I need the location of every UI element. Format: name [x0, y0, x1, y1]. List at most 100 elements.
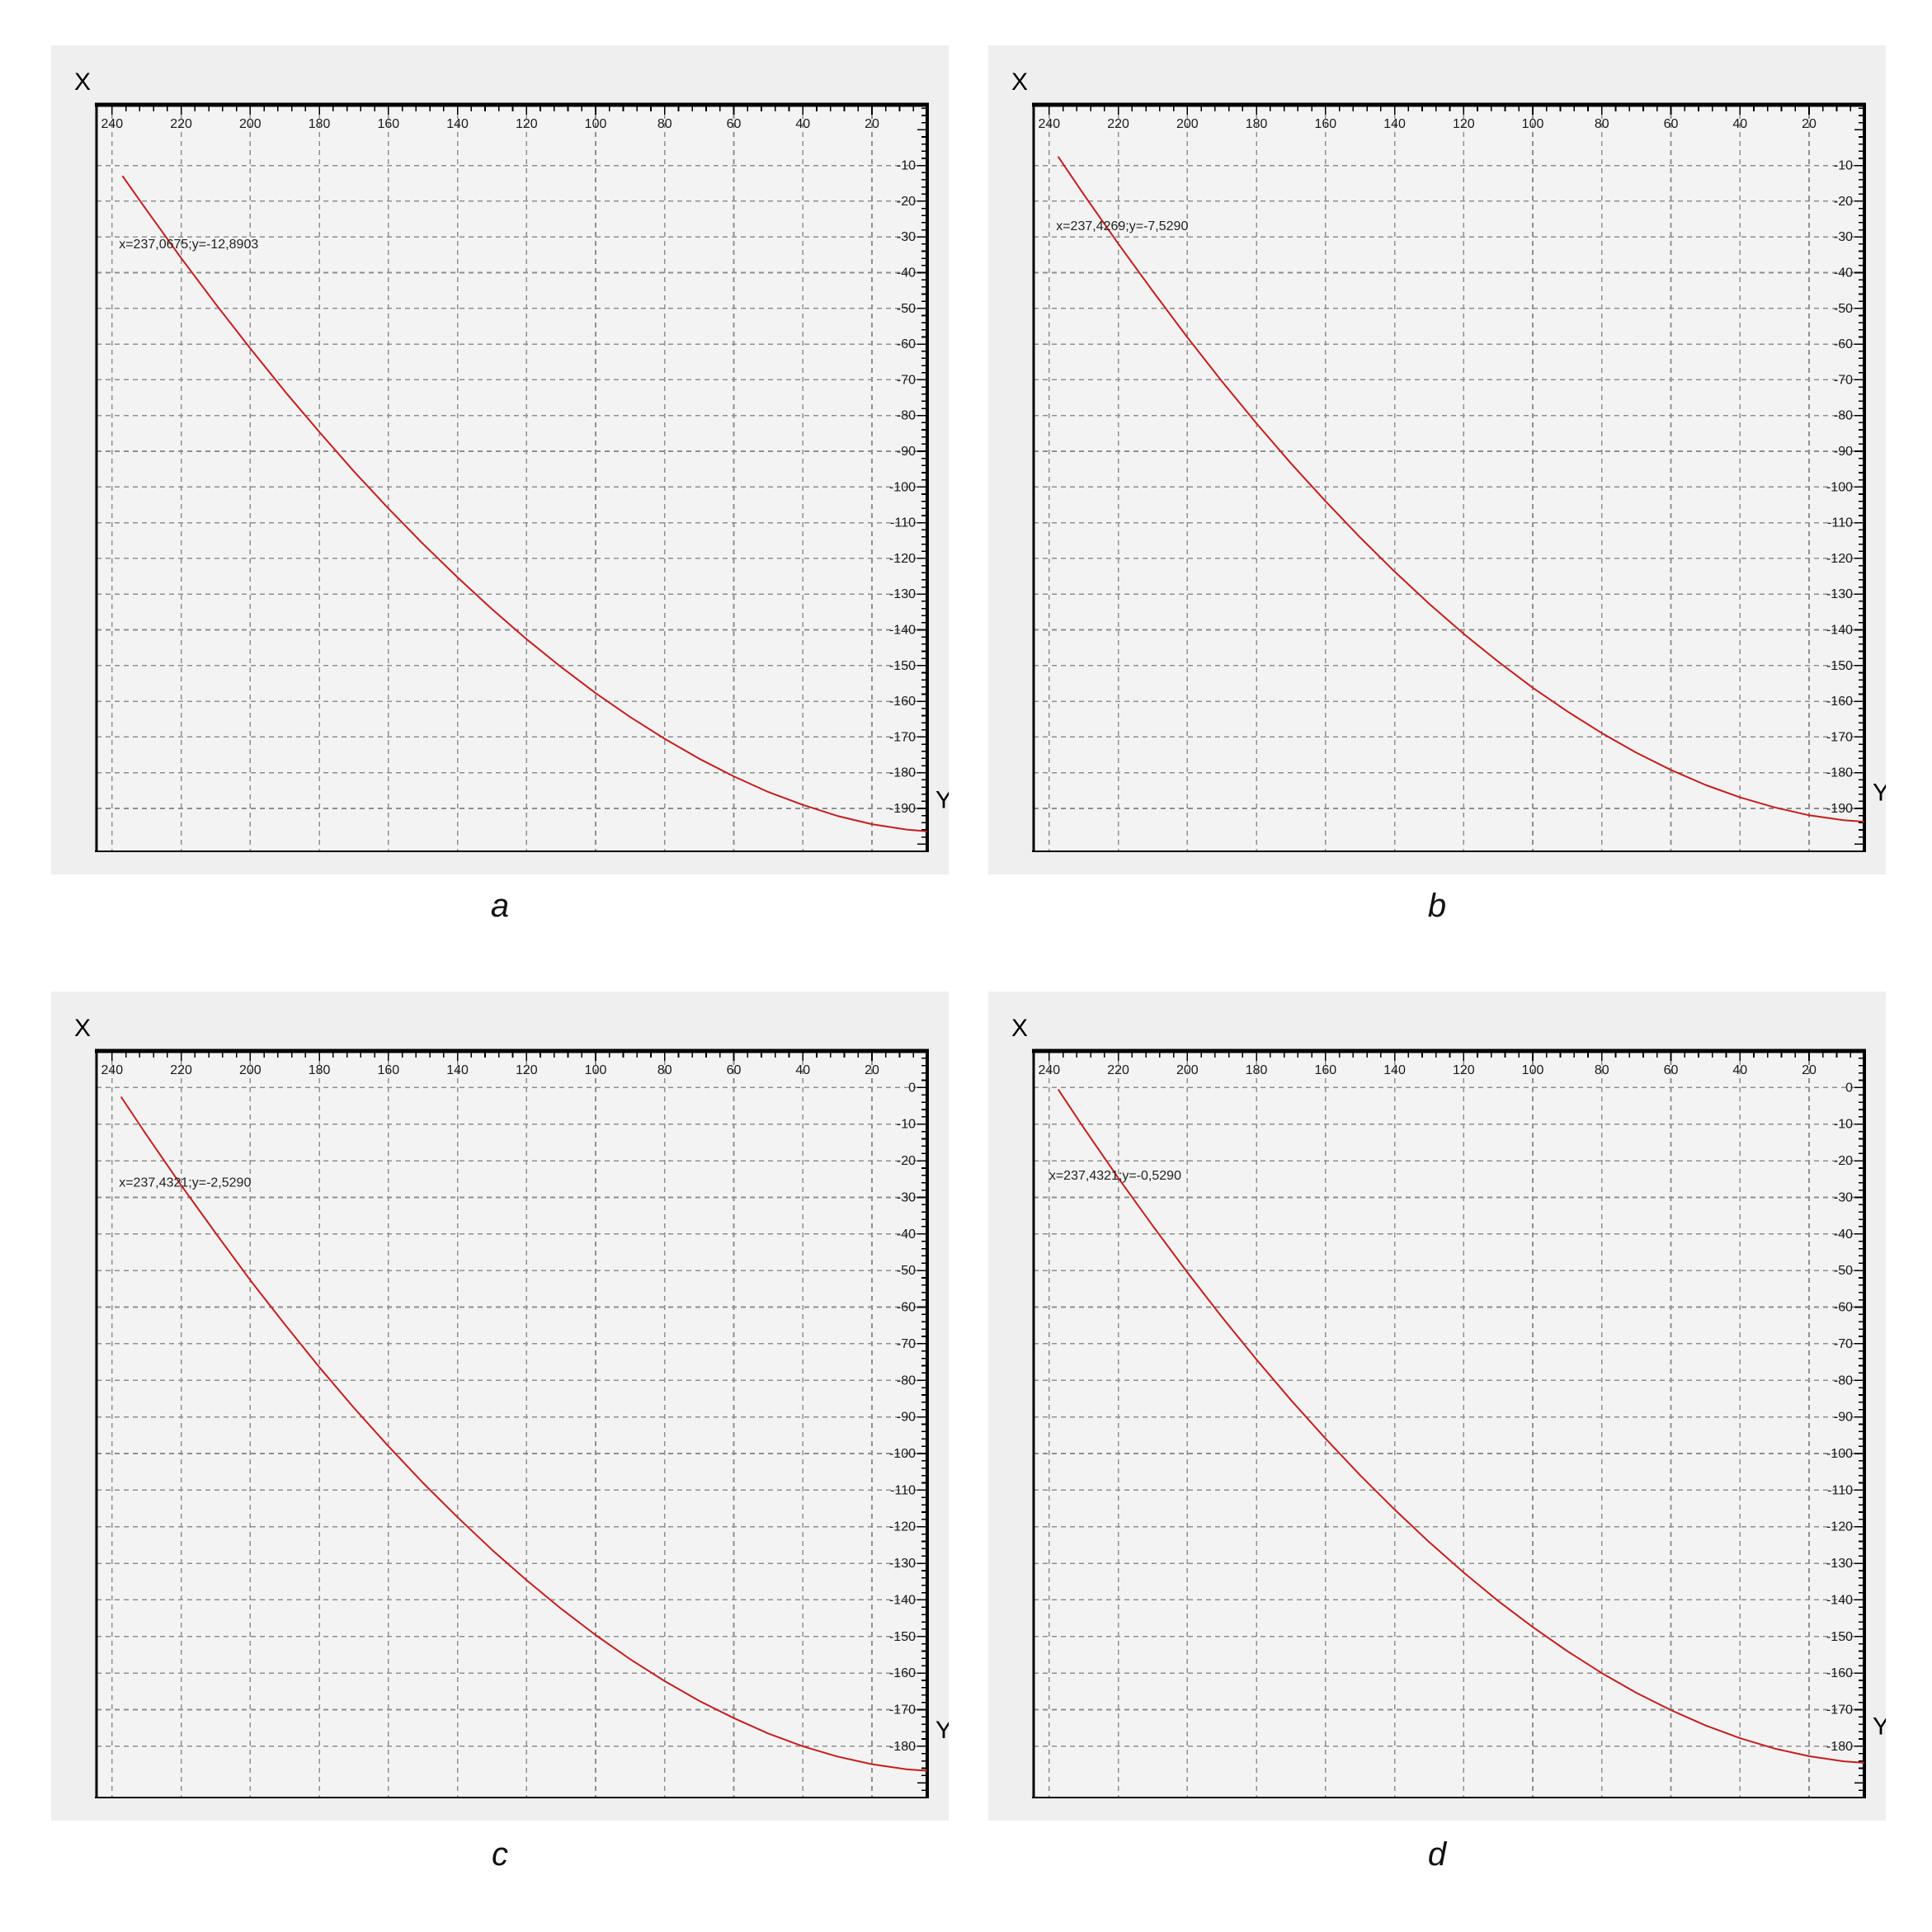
cursor-annotation: x=237,4321;y=-0,5290	[1049, 1169, 1181, 1183]
grid	[1034, 1051, 1864, 1798]
svg-text:-170: -170	[889, 1703, 916, 1718]
svg-text:-90: -90	[897, 445, 916, 459]
chart-d: 240 220 200 180 160 140 120 100 80 60 40 200-10-20-…	[1011, 1015, 1886, 1798]
chart-panel-a: 240 220 200 180 160 140 120 100 80 60 40 20 -10 -20 -3…	[51, 45, 949, 874]
svg-text:-110: -110	[890, 516, 916, 530]
svg-text:-100: -100	[1826, 480, 1853, 494]
chart-panel-d: 240 220 200 180 160 140 120 100 80 60 40 20 0 -10 -20-…	[988, 992, 1886, 1821]
svg-text:-80: -80	[1834, 409, 1853, 423]
axis-ticks	[1048, 106, 1865, 846]
svg-text:-40: -40	[897, 266, 916, 280]
svg-text:140: 140	[1383, 1063, 1406, 1077]
curve	[1057, 1089, 1865, 1764]
caption-b: b	[1427, 888, 1447, 924]
caption-c: c	[492, 1836, 508, 1873]
svg-text:140: 140	[1383, 117, 1406, 131]
svg-text:-150: -150	[889, 1630, 916, 1644]
svg-text:-170: -170	[889, 730, 916, 744]
axis-letters: XY	[74, 1015, 949, 1744]
svg-text:80: 80	[1595, 1063, 1609, 1077]
svg-text:-180: -180	[1826, 1740, 1853, 1754]
svg-text:240: 240	[1038, 1063, 1060, 1077]
svg-text:-190: -190	[1826, 802, 1853, 816]
svg-text:-70: -70	[897, 1337, 916, 1351]
svg-text:-170: -170	[1826, 1703, 1853, 1718]
svg-text:-80: -80	[897, 409, 916, 423]
svg-text:120: 120	[516, 1063, 538, 1077]
svg-text:-100: -100	[889, 1447, 916, 1461]
svg-text:-70: -70	[897, 373, 916, 387]
svg-text:180: 180	[1246, 117, 1268, 131]
svg-text:60: 60	[1664, 117, 1679, 131]
svg-text:140: 140	[446, 1063, 469, 1077]
svg-text:-50: -50	[897, 1264, 916, 1278]
svg-text:-150: -150	[889, 659, 916, 673]
svg-text:200: 200	[239, 117, 262, 131]
svg-text:60: 60	[727, 1063, 742, 1077]
chart-panel-b: 240 220 200 180 160 140 120 100 80 60 40 20 -10 -20 -3…	[988, 45, 1886, 874]
y-axis-letter: Y	[1873, 1713, 1886, 1741]
y-axis-letter: Y	[935, 1717, 949, 1744]
svg-text:-150: -150	[1826, 1630, 1853, 1644]
cursor-annotation: x=237,4269;y=-7,5290	[1056, 219, 1188, 233]
svg-text:-160: -160	[889, 695, 916, 709]
svg-text:-10: -10	[1834, 1118, 1853, 1132]
svg-text:20: 20	[865, 117, 879, 131]
svg-text:-120: -120	[1826, 552, 1853, 566]
svg-text:100: 100	[1522, 1063, 1544, 1077]
caption-d: d	[1427, 1836, 1447, 1873]
svg-text:-40: -40	[897, 1228, 916, 1242]
axis-letters: XY	[74, 68, 949, 813]
svg-text:-70: -70	[1834, 1337, 1853, 1351]
svg-text:-50: -50	[897, 302, 916, 316]
curve	[120, 1096, 928, 1772]
svg-text:120: 120	[1453, 1063, 1475, 1077]
svg-text:120: 120	[1453, 117, 1475, 131]
svg-text:-50: -50	[1834, 302, 1853, 316]
svg-text:-140: -140	[889, 1593, 916, 1607]
plot-border	[1032, 102, 1866, 852]
svg-text:-110: -110	[1827, 516, 1853, 530]
svg-text:80: 80	[657, 1063, 672, 1077]
svg-text:80: 80	[1595, 117, 1609, 131]
grid	[97, 1051, 927, 1798]
svg-text:-100: -100	[1826, 1447, 1853, 1461]
svg-text:-120: -120	[889, 1520, 916, 1534]
axis-ticks	[1048, 1050, 1865, 1791]
grid	[1034, 105, 1864, 851]
svg-text:-110: -110	[1827, 1483, 1853, 1497]
svg-text:-10: -10	[897, 159, 916, 173]
svg-text:20: 20	[1802, 1063, 1817, 1077]
svg-text:-170: -170	[1826, 730, 1853, 744]
svg-text:220: 220	[1107, 1063, 1129, 1077]
svg-text:180: 180	[1246, 1063, 1268, 1077]
svg-text:240: 240	[101, 1063, 123, 1077]
svg-text:-160: -160	[1826, 1666, 1853, 1680]
svg-text:-20: -20	[897, 1154, 916, 1168]
svg-text:100: 100	[585, 1063, 607, 1077]
svg-text:-120: -120	[1826, 1520, 1853, 1534]
svg-text:240: 240	[1038, 117, 1060, 131]
cursor-annotation: x=237,4321;y=-2,5290	[119, 1176, 251, 1190]
svg-text:160: 160	[1314, 1063, 1336, 1077]
svg-text:200: 200	[239, 1063, 262, 1077]
svg-text:-80: -80	[897, 1374, 916, 1388]
svg-text:-60: -60	[1834, 1301, 1853, 1315]
svg-text:-30: -30	[1834, 230, 1853, 244]
svg-text:200: 200	[1176, 117, 1199, 131]
svg-text:20: 20	[1802, 117, 1817, 131]
svg-text:0: 0	[908, 1081, 916, 1095]
svg-text:160: 160	[1314, 117, 1336, 131]
plot-border	[95, 1048, 929, 1798]
x-axis-letter: X	[1011, 1015, 1028, 1042]
svg-text:-30: -30	[897, 1190, 916, 1204]
svg-text:-60: -60	[897, 1301, 916, 1315]
svg-text:-10: -10	[1834, 159, 1853, 173]
svg-text:220: 220	[1107, 117, 1129, 131]
plot-border	[1032, 1048, 1866, 1798]
svg-text:60: 60	[1664, 1063, 1679, 1077]
axis-letters: XY	[1011, 1015, 1886, 1741]
caption-a: a	[490, 888, 510, 924]
svg-text:-140: -140	[889, 624, 916, 638]
svg-text:-40: -40	[1834, 1228, 1853, 1242]
